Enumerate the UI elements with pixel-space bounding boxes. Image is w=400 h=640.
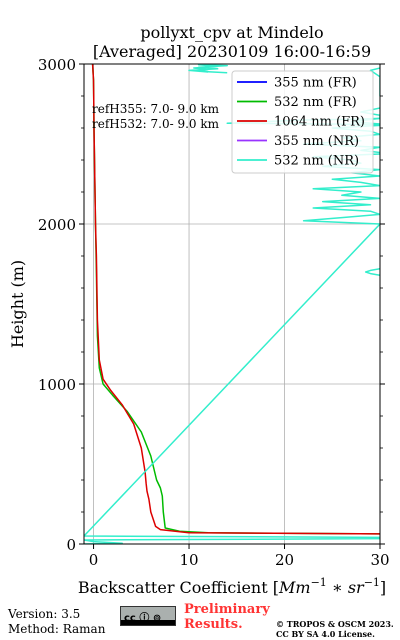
- y-tick-label: 2000: [38, 216, 76, 234]
- plot-frame: [83, 63, 381, 545]
- method-text: Method: Raman: [8, 622, 106, 636]
- copyright-line2: CC BY SA 4.0 License.: [276, 629, 375, 639]
- cc-license-badge: cc ⓘ ⊚: [120, 606, 176, 626]
- y-axis-ticks: 0 1000 2000 3000: [38, 56, 385, 554]
- x-axis-label: Backscatter Coefficient [Mm−1 ∗ sr−1]: [78, 576, 386, 597]
- x-tick-label: 0: [89, 551, 99, 569]
- ref-height-532-annotation: refH532: 7.0- 9.0 km: [92, 117, 220, 131]
- legend-label: 532 nm (NR): [274, 154, 359, 169]
- ref-height-355-annotation: refH355: 7.0- 9.0 km: [92, 102, 220, 116]
- legend-label: 355 nm (FR): [274, 76, 357, 91]
- version-text: Version: 3.5: [8, 607, 81, 621]
- preliminary-line2: Results.: [184, 617, 243, 632]
- copyright-line1: © TROPOS & OSCM 2023.: [276, 619, 394, 629]
- chart-title: pollyxt_cpv at Mindelo: [140, 23, 323, 42]
- legend-label: 355 nm (NR): [274, 134, 359, 149]
- x-tick-label: 10: [179, 551, 198, 569]
- y-axis-label: Height (m): [8, 260, 27, 348]
- preliminary-line1: Preliminary: [184, 602, 270, 617]
- copyright-notice: © TROPOS & OSCM 2023. CC BY SA 4.0 Licen…: [276, 619, 394, 639]
- series-line-6: [364, 268, 380, 276]
- legend: 355 nm (FR) 532 nm (FR) 1064 nm (FR) 355 nm…: [231, 70, 374, 174]
- legend-label: 1064 nm (FR): [274, 115, 365, 130]
- cc-badge-bar: [121, 620, 175, 625]
- legend-label: 532 nm (FR): [274, 95, 357, 110]
- y-tick-label: 1000: [38, 376, 76, 394]
- version-info: Version: 3.5 Method: Raman: [8, 607, 105, 637]
- series-line-2: [91, 64, 380, 535]
- chart-subtitle: [Averaged] 20230109 16:00-16:59: [93, 42, 371, 61]
- y-tick-label: 3000: [38, 56, 76, 74]
- x-tick-label: 30: [370, 551, 389, 569]
- cc-license-icon: cc ⓘ ⊚: [124, 613, 162, 624]
- series-line-5: [188, 64, 228, 74]
- x-axis-ticks: 0 10 20 30: [89, 544, 390, 569]
- x-tick-label: 20: [275, 551, 294, 569]
- legend-box: [231, 70, 374, 174]
- preliminary-results-notice: Preliminary Results.: [184, 602, 270, 632]
- y-tick-label: 0: [66, 536, 76, 554]
